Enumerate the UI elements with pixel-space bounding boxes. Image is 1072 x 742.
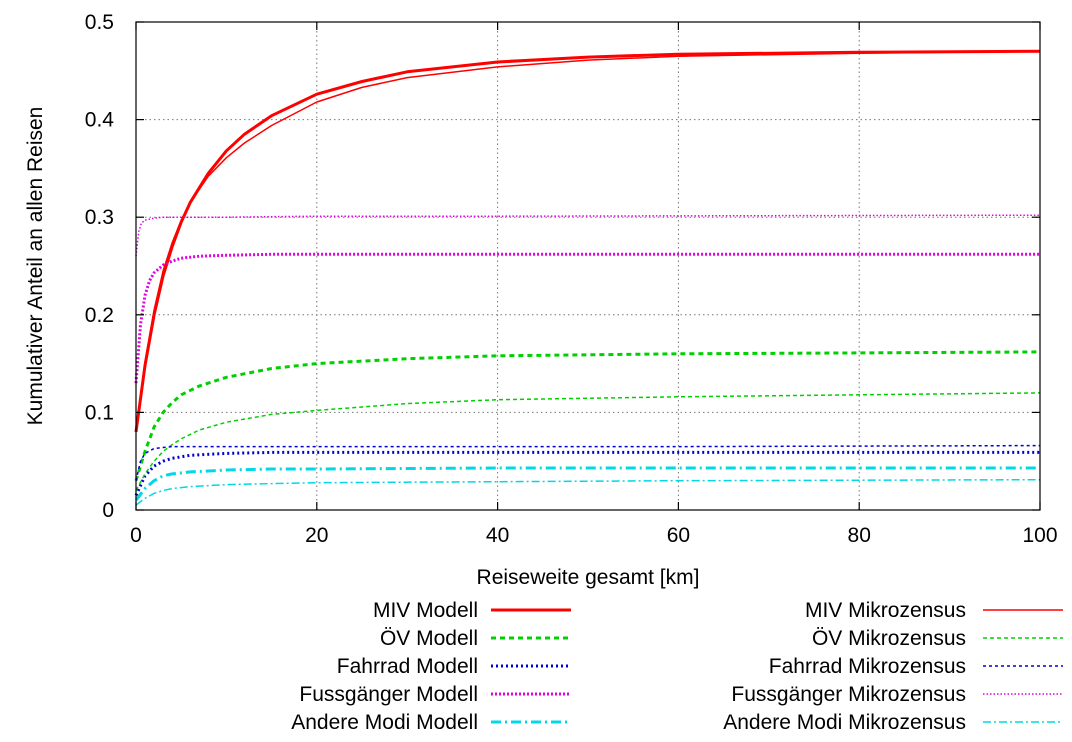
legend: MIV Modell ÖV Modell Fahrrad Modell Fussgän… — [291, 599, 1063, 734]
series-line--v-modell — [134, 350, 1041, 482]
y-axis-title: Kumulativer Anteil an allen Reisen — [24, 107, 47, 426]
x-tick-label: 60 — [667, 524, 690, 547]
legend-label: Fahrrad Mikrozensus — [769, 655, 966, 678]
series-line-miv-mikrozensus — [135, 50, 1041, 432]
x-tick-label: 80 — [848, 524, 871, 547]
y-tick-label: 0 — [102, 499, 114, 522]
legend-label: Fussgänger Mikrozensus — [731, 683, 966, 706]
y-tick-label: 0.1 — [85, 401, 114, 424]
legend-label: Andere Modi Mikrozensus — [723, 711, 966, 734]
legend-label: ÖV Modell — [380, 627, 478, 650]
legend-label: ÖV Mikrozensus — [812, 627, 966, 650]
y-tick-label: 0.3 — [85, 206, 114, 229]
grid — [136, 22, 1040, 510]
x-tick-label: 0 — [130, 524, 142, 547]
series-line-fahrrad-mikrozensus — [135, 444, 1041, 481]
series-line-fussg-nger-mikrozensus — [135, 214, 1041, 257]
legend-label: MIV Mikrozensus — [805, 599, 966, 622]
x-tick-label: 20 — [305, 524, 328, 547]
series-layer — [134, 49, 1041, 506]
series-line--v-mikrozensus — [135, 392, 1041, 491]
x-tick-label: 100 — [1022, 524, 1057, 547]
axis-ticks: 0 20 40 60 80 100 0 0.1 0.2 0.3 0.4 0.5 — [85, 11, 1058, 547]
y-tick-label: 0.4 — [85, 109, 115, 132]
legend-label: Fussgänger Modell — [299, 683, 478, 706]
legend-label: Fahrrad Modell — [337, 655, 478, 678]
x-axis-title: Reiseweite gesamt [km] — [477, 566, 700, 589]
series-line-fussg-nger-modell — [134, 252, 1040, 384]
y-tick-label: 0.5 — [85, 11, 114, 34]
plot-frame — [135, 21, 1041, 511]
series-line-andere-modi-modell — [134, 466, 1040, 502]
series-line-fahrrad-modell — [134, 450, 1040, 497]
legend-label: Andere Modi Modell — [291, 711, 478, 734]
series-line-miv-modell — [134, 49, 1041, 433]
x-tick-label: 40 — [486, 524, 509, 547]
y-tick-label: 0.2 — [85, 304, 114, 327]
legend-label: MIV Modell — [373, 599, 478, 622]
series-line-andere-modi-mikrozensus — [135, 478, 1041, 506]
